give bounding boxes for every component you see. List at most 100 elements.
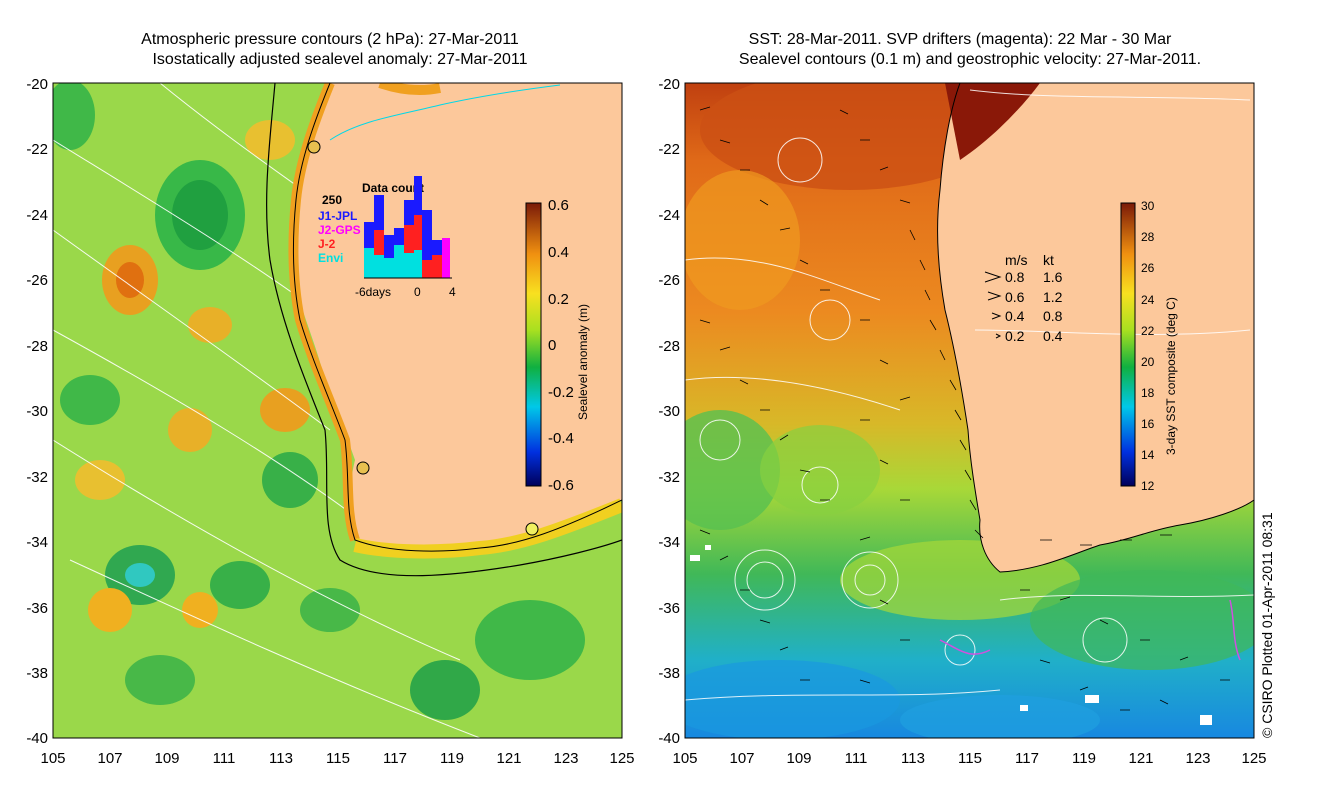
anomaly-blob — [125, 563, 155, 587]
y-tick-label: -28 — [658, 338, 680, 355]
right-map-frame — [684, 82, 1255, 739]
cloud-gap — [1020, 705, 1028, 711]
x-tick-label: 107 — [729, 750, 754, 767]
key-arrow-icon — [984, 271, 1002, 283]
inset-bar — [384, 235, 394, 278]
contour-line — [685, 257, 881, 301]
velocity-key-ms: 0.6 — [1005, 289, 1025, 305]
inset-bar — [404, 253, 414, 278]
colorbar-tick-label: -0.4 — [548, 430, 574, 447]
right-title-line2: Sealevel contours (0.1 m) and geostrophi… — [738, 51, 1202, 68]
x-tick-label: 123 — [1185, 750, 1210, 767]
left-colorbar-ramp — [525, 202, 542, 487]
sst-patch — [1030, 570, 1254, 670]
inset-count-label: 250 — [322, 193, 342, 207]
colorbar-tick-label: 0 — [548, 337, 556, 354]
inset-bar — [374, 230, 384, 255]
x-tick-label: 125 — [609, 750, 634, 767]
colorbar-tick-label: -0.6 — [548, 477, 574, 494]
y-tick-label: -28 — [26, 338, 48, 355]
left-title-line1: Atmospheric pressure contours (2 hPa): 2… — [141, 31, 519, 48]
x-tick-label: 119 — [1072, 750, 1096, 767]
right-map — [685, 83, 1254, 738]
velocity-key-header-kt: kt — [1043, 252, 1054, 268]
x-tick-label: 109 — [786, 750, 811, 767]
eddy-contour — [944, 634, 976, 666]
anomaly-blob — [75, 460, 125, 500]
velocity-key-kt: 1.2 — [1043, 289, 1063, 305]
x-tick-label: 121 — [496, 750, 521, 767]
inset-legend-j2b: J-2 — [318, 237, 336, 251]
contour-line — [685, 689, 1001, 701]
x-tick-label: 125 — [1241, 750, 1266, 767]
inset-bars — [364, 176, 450, 278]
sst-patches — [685, 83, 1254, 738]
sst-patch — [685, 410, 780, 530]
right-colorbar-ramp — [1120, 202, 1136, 487]
colorbar-tick-label: 20 — [1141, 355, 1155, 369]
cloud-gap — [1085, 695, 1099, 703]
inset-legend-j2: J2-GPS — [318, 223, 361, 237]
pressure-contour — [69, 559, 481, 738]
y-tick-label: -20 — [26, 76, 48, 93]
anomaly-blob — [188, 307, 232, 343]
y-tick-label: -36 — [658, 600, 680, 617]
x-tick-label: 123 — [553, 750, 578, 767]
inset-bar — [364, 248, 374, 278]
colorbar-tick-label: 28 — [1141, 230, 1155, 244]
pressure-contour — [53, 439, 461, 661]
velocity-key-ms: 0.8 — [1005, 269, 1025, 285]
right-colorbar: 30 28 26 24 22 20 18 16 14 12 3-day SST … — [1120, 199, 1178, 493]
colorbar-tick-label: 0.2 — [548, 291, 569, 308]
x-tick-label: 113 — [269, 750, 293, 767]
contour-line — [999, 594, 1254, 601]
eddy-contour — [801, 466, 839, 504]
velocity-key-kt: 0.8 — [1043, 308, 1063, 324]
inset-xlabel: -6days — [355, 285, 391, 299]
anomaly-blob — [116, 262, 144, 298]
drifter-track — [939, 639, 991, 655]
sst-patch — [700, 83, 1000, 190]
right-y-axis: -20 -22 -24 -26 -28 -30 -32 -34 -36 -38 … — [658, 76, 680, 747]
y-tick-label: -30 — [658, 403, 680, 420]
inset-x-tick: 0 — [414, 285, 421, 299]
inset-bar — [384, 258, 394, 278]
anomaly-blob — [60, 375, 120, 425]
x-tick-label: 121 — [1128, 750, 1153, 767]
velocity-key-ms: 0.2 — [1005, 328, 1025, 344]
y-tick-label: -24 — [658, 207, 680, 224]
anomaly-blob — [172, 180, 228, 250]
y-tick-label: -38 — [26, 665, 48, 682]
sst-patch — [760, 425, 880, 515]
velocity-key-kt: 1.6 — [1043, 269, 1063, 285]
coastal-band — [378, 83, 441, 96]
eddy-contour — [699, 419, 741, 461]
sst-patch — [685, 170, 800, 310]
y-tick-label: -38 — [658, 665, 680, 682]
anomaly-blob — [260, 388, 310, 432]
eddy-contour — [841, 551, 899, 609]
eddy-contour — [777, 137, 823, 183]
anomaly-blob — [125, 655, 195, 705]
inset-bar — [442, 238, 450, 278]
colorbar-tick-label: 0.6 — [548, 197, 569, 214]
x-tick-label: 107 — [97, 750, 122, 767]
left-y-axis: -20 -22 -24 -26 -28 -30 -32 -34 -36 -38 … — [26, 76, 48, 747]
colorbar-tick-label: 18 — [1141, 386, 1155, 400]
tide-gauge-marker — [307, 140, 321, 154]
sealevel-anomaly-blobs — [53, 83, 585, 720]
y-tick-label: -30 — [26, 403, 48, 420]
y-tick-label: -20 — [658, 76, 680, 93]
y-tick-label: -32 — [658, 469, 680, 486]
x-tick-label: 119 — [440, 750, 464, 767]
inset-bar — [422, 260, 432, 278]
y-tick-label: -24 — [26, 207, 48, 224]
y-tick-label: -36 — [26, 600, 48, 617]
contour-line — [685, 376, 901, 411]
right-title-line1: SST: 28-Mar-2011. SVP drifters (magenta)… — [748, 31, 1172, 48]
y-tick-label: -32 — [26, 469, 48, 486]
inset-bar — [414, 250, 422, 278]
inset-bar — [432, 255, 442, 278]
tide-gauge-marker — [356, 461, 370, 475]
